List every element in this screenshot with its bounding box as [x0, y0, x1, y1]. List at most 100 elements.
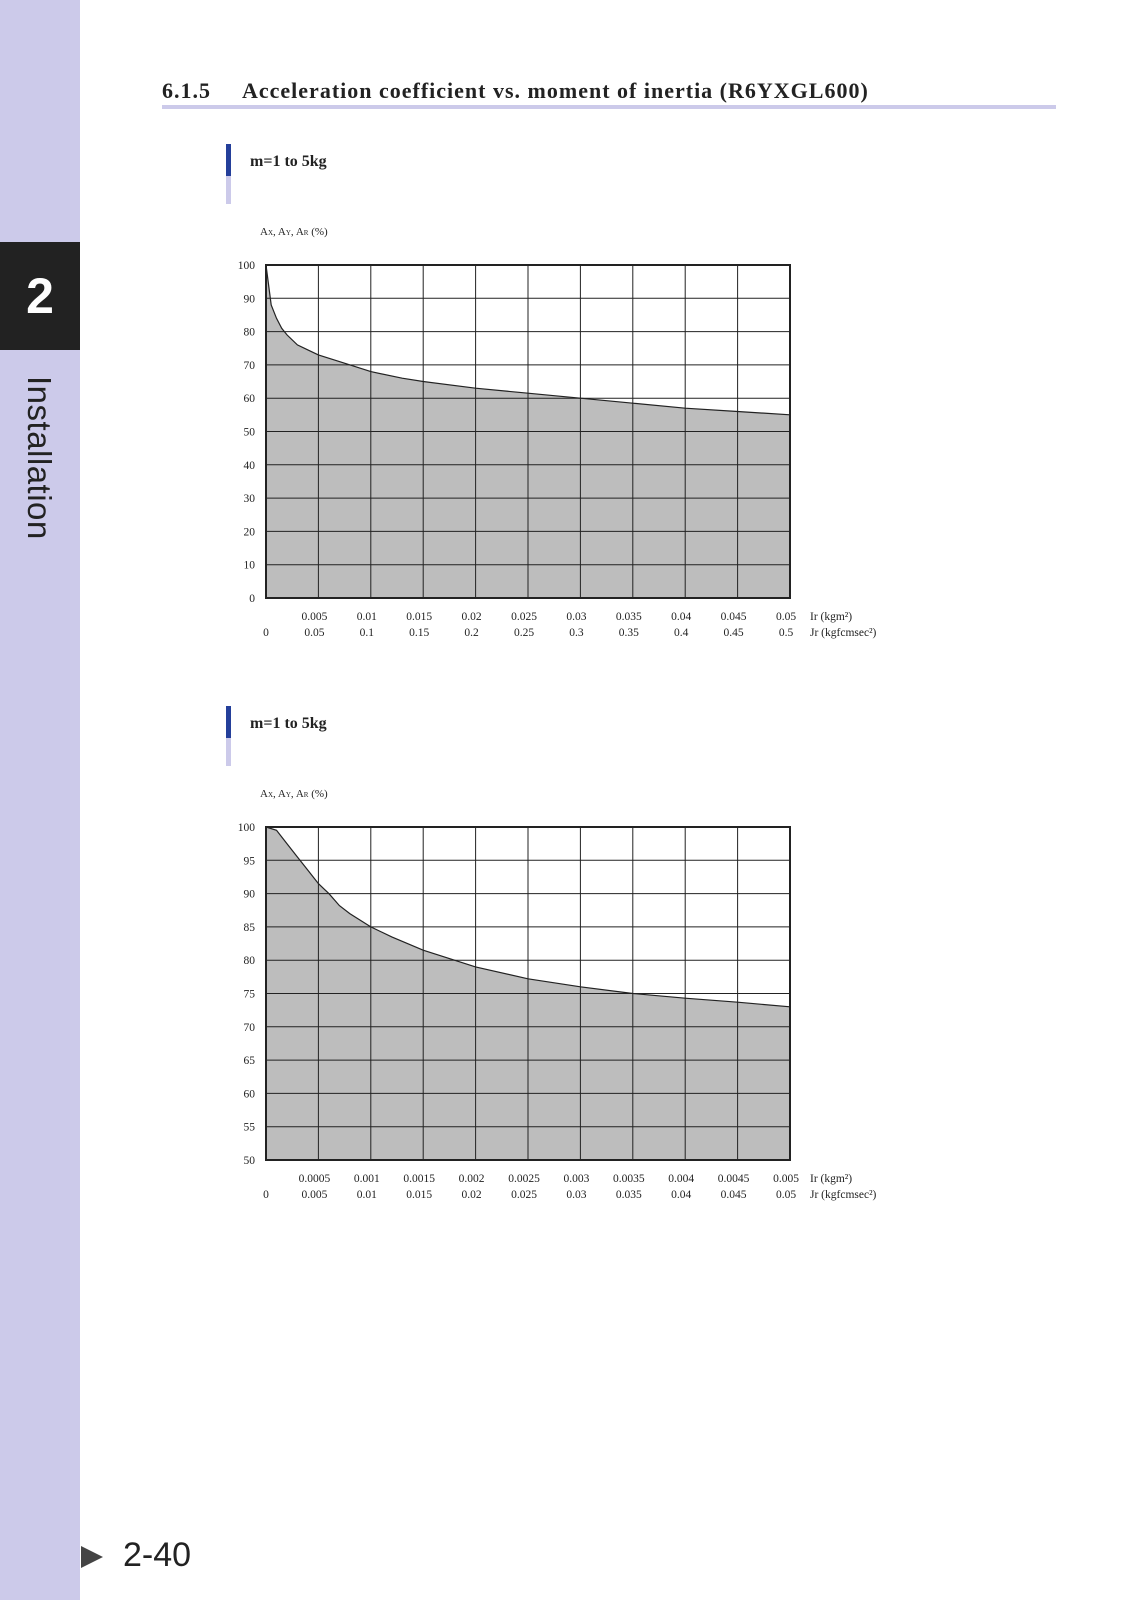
x-tick-label-ir: 0.002: [459, 1173, 485, 1185]
x-tick-label-jr: 0.025: [511, 1189, 537, 1201]
y-tick-label: 90: [244, 293, 256, 305]
x-axis-unit-ir: Ir (kgm²): [810, 1173, 852, 1185]
chart-1-subheading: m=1 to 5kg: [226, 144, 526, 204]
y-tick-label: 85: [244, 922, 256, 934]
x-tick-label-ir: 0.01: [357, 611, 377, 623]
y-axis-label-subscript: R: [304, 229, 309, 237]
x-tick-label-ir: 0.005: [301, 611, 327, 623]
y-axis-label-subscript: Y: [286, 791, 291, 799]
x-tick-label-jr: 0.25: [514, 627, 534, 639]
x-tick-label-jr: 0.03: [566, 1189, 586, 1201]
y-axis-label-subscript: X: [268, 229, 273, 237]
x-tick-label-ir: 0.045: [721, 611, 747, 623]
y-axis-label-part: A: [260, 788, 268, 800]
y-tick-label: 80: [244, 327, 256, 339]
x-tick-label-ir: 0.0025: [508, 1173, 540, 1185]
y-tick-label: 75: [244, 989, 256, 1001]
x-tick-label-ir: 0.02: [462, 611, 482, 623]
x-tick-label-ir: 0.0005: [299, 1173, 331, 1185]
subheading-accent-bar-light: [226, 738, 231, 766]
x-tick-label-jr: 0.01: [357, 1189, 377, 1201]
x-tick-label-ir: 0.03: [566, 611, 586, 623]
y-axis-label-part: A: [260, 226, 268, 238]
x-tick-label-jr: 0.15: [409, 627, 429, 639]
x-tick-label-ir: 0.025: [511, 611, 537, 623]
x-axis-unit-jr: Jr (kgfcmsec²): [810, 627, 877, 639]
y-axis-label-part: (%): [308, 226, 328, 238]
y-tick-label: 70: [244, 360, 256, 372]
x-tick-label-ir: 0.005: [773, 1173, 799, 1185]
y-tick-label: 55: [244, 1122, 256, 1134]
x-tick-label-ir: 0.003: [563, 1173, 589, 1185]
x-tick-label-jr: 0.35: [619, 627, 639, 639]
x-tick-label-jr: 0.02: [462, 1189, 482, 1201]
y-tick-label: 100: [238, 260, 256, 272]
y-tick-label: 70: [244, 1022, 256, 1034]
subheading-accent-bar: [226, 706, 231, 738]
acceleration-chart-2: AX, AY, AR (%)505560657075808590951000.0…: [238, 788, 877, 1201]
y-tick-label: 20: [244, 526, 256, 538]
y-axis-label: AX, AY, AR (%): [260, 226, 328, 238]
y-tick-label: 0: [249, 593, 255, 605]
section-title: Acceleration coefficient vs. moment of i…: [242, 78, 869, 103]
x-tick-label-jr: 0.035: [616, 1189, 642, 1201]
y-axis-label-part: , A: [291, 226, 304, 238]
x-tick-label-ir: 0.0035: [613, 1173, 645, 1185]
y-axis-label-subscript: R: [304, 791, 309, 799]
x-tick-label-ir: 0.05: [776, 611, 796, 623]
x-tick-label-jr: 0: [263, 627, 269, 639]
x-tick-label-jr: 0.04: [671, 1189, 691, 1201]
x-axis-unit-ir: Ir (kgm²): [810, 611, 852, 623]
x-tick-label-jr: 0.05: [304, 627, 324, 639]
chapter-number-tab[interactable]: 2: [0, 242, 80, 350]
x-tick-label-ir: 0.001: [354, 1173, 380, 1185]
x-tick-label-jr: 0.3: [569, 627, 584, 639]
x-tick-label-ir: 0.035: [616, 611, 642, 623]
y-tick-label: 60: [244, 1088, 256, 1100]
y-tick-label: 95: [244, 855, 256, 867]
x-tick-label-jr: 0.05: [776, 1189, 796, 1201]
x-tick-label-jr: 0.015: [406, 1189, 432, 1201]
y-tick-label: 65: [244, 1055, 256, 1067]
y-axis-label-subscript: X: [268, 791, 273, 799]
chart-2-subheading: m=1 to 5kg: [226, 706, 526, 766]
subheading-accent-bar-light: [226, 176, 231, 204]
plot-frame: [265, 826, 791, 1161]
x-tick-label-jr: 0.5: [779, 627, 794, 639]
x-axis-unit-jr: Jr (kgfcmsec²): [810, 1189, 877, 1201]
y-axis-label-part: , A: [291, 788, 304, 800]
x-tick-label-jr: 0: [263, 1189, 269, 1201]
y-tick-label: 40: [244, 460, 256, 472]
x-tick-label-ir: 0.015: [406, 611, 432, 623]
y-tick-label: 10: [244, 560, 256, 572]
y-tick-label: 100: [238, 822, 256, 834]
x-tick-label-jr: 0.1: [360, 627, 375, 639]
chart-2-subtitle: m=1 to 5kg: [250, 715, 327, 732]
chapter-number: 2: [26, 268, 54, 324]
x-tick-label-ir: 0.04: [671, 611, 691, 623]
x-tick-label-ir: 0.004: [668, 1173, 694, 1185]
x-tick-label-ir: 0.0015: [403, 1173, 435, 1185]
y-axis-label-part: (%): [308, 788, 328, 800]
chart-1-subtitle: m=1 to 5kg: [250, 153, 327, 170]
y-tick-label: 50: [244, 1155, 256, 1167]
page-number: 2-40: [123, 1536, 192, 1574]
y-tick-label: 80: [244, 955, 256, 967]
section-number: 6.1.5: [162, 78, 211, 103]
subheading-accent-bar: [226, 144, 231, 176]
y-tick-label: 90: [244, 889, 256, 901]
y-tick-label: 50: [244, 427, 256, 439]
x-tick-label-jr: 0.005: [301, 1189, 327, 1201]
y-tick-label: 60: [244, 393, 256, 405]
y-tick-label: 30: [244, 493, 256, 505]
acceleration-chart-1: AX, AY, AR (%)01020304050607080901000.00…: [238, 226, 877, 639]
x-tick-label-jr: 0.045: [721, 1189, 747, 1201]
y-axis-label-subscript: Y: [286, 229, 291, 237]
section-heading: 6.1.5 Acceleration coefficient vs. moment…: [162, 78, 1056, 104]
x-tick-label-jr: 0.4: [674, 627, 689, 639]
section-divider: [162, 105, 1056, 109]
x-tick-label-jr: 0.45: [724, 627, 744, 639]
page-arrow-icon: [81, 1546, 103, 1568]
y-axis-label-part: , A: [273, 788, 286, 800]
data-curve: [265, 826, 791, 1008]
